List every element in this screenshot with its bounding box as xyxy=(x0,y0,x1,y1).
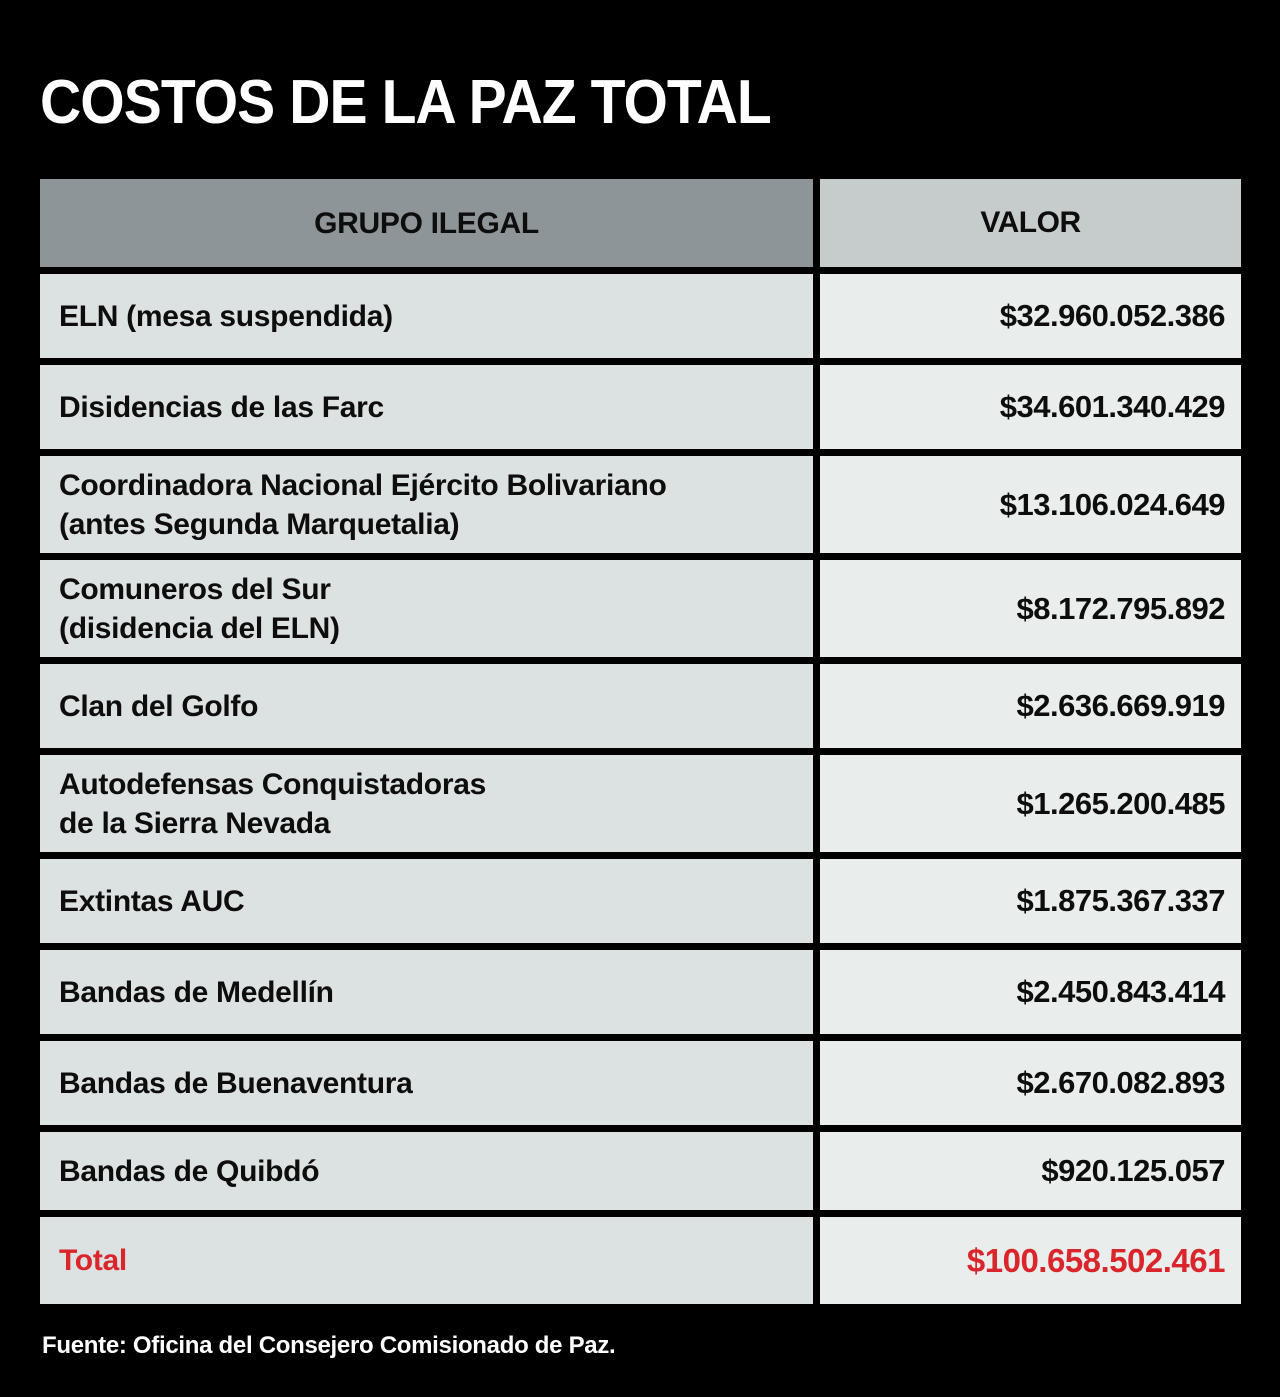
group-name: Coordinadora Nacional Ejército Bolivaria… xyxy=(40,456,813,554)
table-row: Disidencias de las Farc $34.601.340.429 xyxy=(40,365,1241,450)
group-value: $2.636.669.919 xyxy=(820,664,1241,749)
group-value: $920.125.057 xyxy=(820,1132,1241,1211)
table-row: Comuneros del Sur (disidencia del ELN) $… xyxy=(40,560,1241,658)
table-row: Bandas de Buenaventura $2.670.082.893 xyxy=(40,1041,1241,1126)
table-row: Bandas de Medellín $2.450.843.414 xyxy=(40,950,1241,1035)
group-name: Autodefensas Conquistadoras de la Sierra… xyxy=(40,755,813,853)
column-header-valor: VALOR xyxy=(820,179,1241,268)
group-value: $1.875.367.337 xyxy=(820,859,1241,944)
group-name: Bandas de Buenaventura xyxy=(40,1041,813,1126)
table-row: ELN (mesa suspendida) $32.960.052.386 xyxy=(40,274,1241,359)
group-name: Bandas de Medellín xyxy=(40,950,813,1035)
group-value: $13.106.024.649 xyxy=(820,456,1241,554)
group-value: $2.670.082.893 xyxy=(820,1041,1241,1126)
group-name: ELN (mesa suspendida) xyxy=(40,274,813,359)
table-total-row: Total $100.658.502.461 xyxy=(40,1217,1241,1305)
group-name: Comuneros del Sur (disidencia del ELN) xyxy=(40,560,813,658)
total-value: $100.658.502.461 xyxy=(820,1217,1241,1305)
table-row: Autodefensas Conquistadoras de la Sierra… xyxy=(40,755,1241,853)
group-value: $34.601.340.429 xyxy=(820,365,1241,450)
table-row: Coordinadora Nacional Ejército Bolivaria… xyxy=(40,456,1241,554)
table-header-row: GRUPO ILEGAL VALOR xyxy=(40,179,1241,268)
group-name: Bandas de Quibdó xyxy=(40,1132,813,1211)
table-row: Bandas de Quibdó $920.125.057 xyxy=(40,1132,1241,1211)
column-header-grupo-ilegal: GRUPO ILEGAL xyxy=(40,179,813,268)
page-title: COSTOS DE LA PAZ TOTAL xyxy=(40,68,772,137)
table-row: Clan del Golfo $2.636.669.919 xyxy=(40,664,1241,749)
costs-table: GRUPO ILEGAL VALOR ELN (mesa suspendida)… xyxy=(40,179,1241,1305)
total-label: Total xyxy=(40,1217,813,1305)
group-value: $1.265.200.485 xyxy=(820,755,1241,853)
group-name: Disidencias de las Farc xyxy=(40,365,813,450)
table-row: Extintas AUC $1.875.367.337 xyxy=(40,859,1241,944)
source-note: Fuente: Oficina del Consejero Comisionad… xyxy=(42,1332,616,1360)
group-name: Extintas AUC xyxy=(40,859,813,944)
group-value: $8.172.795.892 xyxy=(820,560,1241,658)
group-name: Clan del Golfo xyxy=(40,664,813,749)
group-value: $32.960.052.386 xyxy=(820,274,1241,359)
group-value: $2.450.843.414 xyxy=(820,950,1241,1035)
